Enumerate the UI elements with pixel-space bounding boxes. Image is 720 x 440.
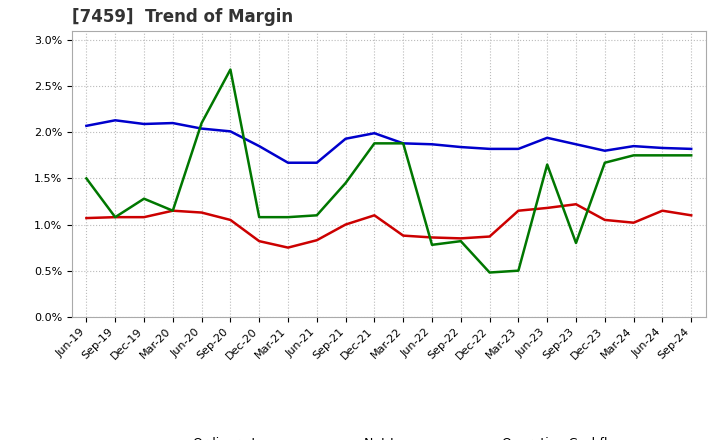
Ordinary Income [370,131,379,136]
Operating Cashflow [600,160,609,165]
Net Income [572,202,580,207]
Line: Net Income: Net Income [86,204,691,248]
Ordinary Income [341,136,350,141]
Ordinary Income [600,148,609,154]
Net Income [456,236,465,241]
Net Income [629,220,638,225]
Net Income [82,216,91,221]
Net Income [312,238,321,243]
Net Income [514,208,523,213]
Operating Cashflow [687,153,696,158]
Net Income [658,208,667,213]
Operating Cashflow [658,153,667,158]
Text: [7459]  Trend of Margin: [7459] Trend of Margin [72,8,293,26]
Net Income [111,215,120,220]
Net Income [168,208,177,213]
Ordinary Income [140,121,148,127]
Operating Cashflow [255,215,264,220]
Net Income [399,233,408,238]
Operating Cashflow [197,121,206,126]
Operating Cashflow [399,141,408,146]
Ordinary Income [226,129,235,134]
Operating Cashflow [428,242,436,247]
Operating Cashflow [543,162,552,167]
Ordinary Income [456,144,465,150]
Net Income [197,210,206,215]
Operating Cashflow [284,215,292,220]
Operating Cashflow [485,270,494,275]
Ordinary Income [687,146,696,151]
Ordinary Income [658,145,667,150]
Net Income [485,234,494,239]
Ordinary Income [428,142,436,147]
Net Income [600,217,609,223]
Net Income [543,205,552,211]
Ordinary Income [168,121,177,126]
Operating Cashflow [629,153,638,158]
Operating Cashflow [140,196,148,202]
Operating Cashflow [514,268,523,273]
Operating Cashflow [111,215,120,220]
Ordinary Income [82,123,91,128]
Ordinary Income [514,146,523,151]
Ordinary Income [399,141,408,146]
Net Income [370,213,379,218]
Operating Cashflow [572,240,580,246]
Ordinary Income [629,143,638,149]
Ordinary Income [312,160,321,165]
Net Income [226,217,235,223]
Legend: Ordinary Income, Net Income, Operating Cashflow: Ordinary Income, Net Income, Operating C… [147,432,631,440]
Operating Cashflow [82,176,91,181]
Net Income [255,238,264,244]
Ordinary Income [572,142,580,147]
Net Income [341,222,350,227]
Line: Operating Cashflow: Operating Cashflow [86,70,691,272]
Net Income [140,215,148,220]
Ordinary Income [255,143,264,149]
Ordinary Income [485,146,494,151]
Operating Cashflow [226,67,235,72]
Ordinary Income [284,160,292,165]
Line: Ordinary Income: Ordinary Income [86,120,691,163]
Operating Cashflow [168,208,177,213]
Operating Cashflow [341,180,350,186]
Ordinary Income [197,126,206,131]
Operating Cashflow [456,238,465,244]
Ordinary Income [543,135,552,140]
Operating Cashflow [370,141,379,146]
Ordinary Income [111,117,120,123]
Net Income [687,213,696,218]
Net Income [428,235,436,240]
Net Income [284,245,292,250]
Operating Cashflow [312,213,321,218]
